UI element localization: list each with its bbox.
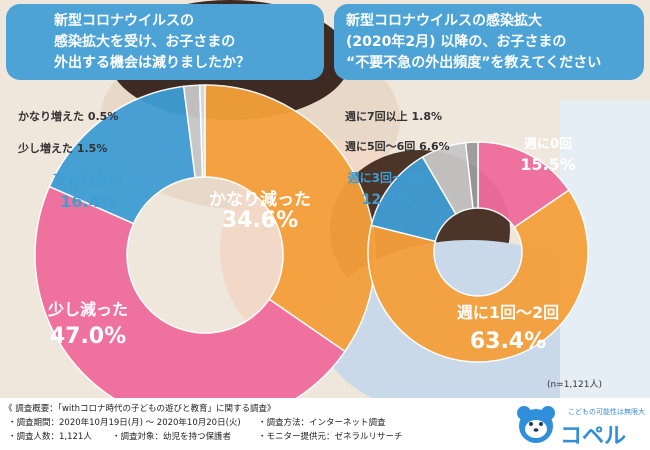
slice-value: 12.7% — [362, 192, 411, 208]
question-box-1: 新型コロナウイルスの 感染拡大を受け、お子さまの 外出する機会は減りましたか？ — [6, 4, 324, 80]
question-1-line: 新型コロナウイルスの — [54, 13, 194, 29]
question-2-line: “不要不急の外出頻度”を教えてください — [346, 55, 602, 71]
slice-value: 47.0% — [50, 324, 126, 349]
slice-label: 週に7回以上 1.8% — [345, 109, 442, 123]
slice-label: 週に0回 — [524, 137, 572, 152]
slice-value: 34.6% — [222, 208, 298, 233]
survey-target: ・調査対象：幼児を持つ保護者 — [112, 432, 232, 442]
survey-title: 《 調査概要：「withコロナ時代の子どもの遊びと教育」に関する調査》 — [4, 404, 276, 414]
question-2-line: (2020年2月) 以降の、お子さまの — [346, 34, 567, 50]
slice-value: 15.5% — [520, 155, 576, 174]
slice-label: かなり減った — [209, 189, 311, 210]
slice-label: 週に5回〜6回 6.6% — [345, 139, 450, 153]
slice-label: 週に1回〜2回 — [457, 303, 559, 322]
slice-label: 少し増えた 1.5% — [17, 141, 107, 155]
slice-label: 変わらない — [53, 172, 123, 189]
slice-label: かなり増えた 0.5% — [18, 109, 118, 123]
slice-value: 16.4% — [60, 192, 116, 211]
survey-provider: ・モニター提供元：ゼネラルリサーチ — [258, 432, 403, 442]
survey-method: ・調査方法：インターネット調査 — [258, 418, 386, 428]
donut-slice — [367, 189, 589, 363]
logo-name: コペル — [560, 424, 627, 449]
donut-slice — [464, 141, 479, 210]
question-1-line: 外出する機会は減りましたか？ — [54, 55, 250, 71]
slice-label: 週に3回〜4回 — [348, 170, 425, 185]
survey-people: ・調査人数：1,121人 — [8, 432, 92, 442]
donut-slice — [477, 141, 571, 229]
question-2-line: 新型コロナウイルスの感染拡大 — [346, 13, 542, 29]
donut-slice — [198, 84, 206, 178]
bear-logo-icon — [517, 406, 555, 443]
logo-tagline: こどもの可能性は無限大 — [568, 408, 645, 416]
survey-period: ・調査期間：2020年10月19日(月) 〜 2020年10月20日(火) — [8, 418, 241, 428]
question-box-2: 新型コロナウイルスの感染拡大 (2020年2月) 以降の、お子さまの “不要不急… — [334, 4, 644, 80]
slice-value: 63.4% — [470, 329, 546, 354]
donut-slice — [204, 84, 376, 353]
donut-slice — [48, 85, 197, 225]
question-1-line: 感染拡大を受け、お子さまの — [54, 34, 236, 50]
slice-label: 少し減った — [47, 300, 128, 319]
sample-size: (n=1,121人) — [546, 380, 602, 390]
